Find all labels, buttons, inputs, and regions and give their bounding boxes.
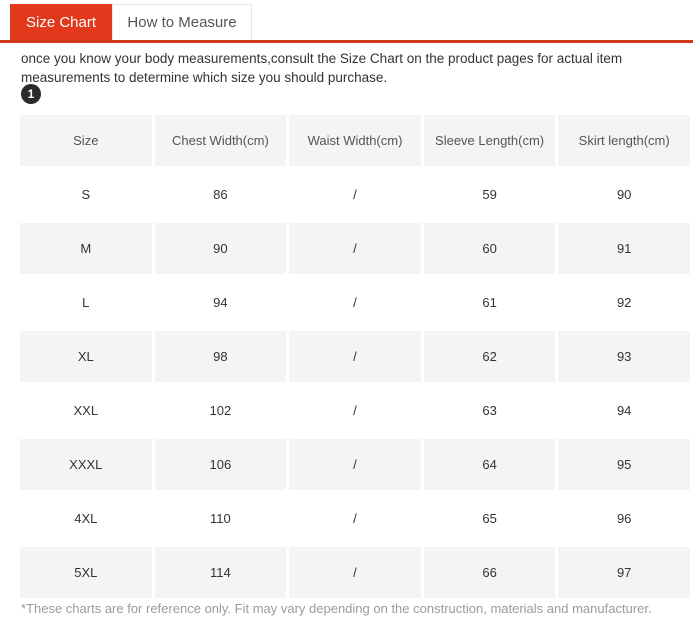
table-cell: /: [289, 331, 421, 382]
table-cell: /: [289, 385, 421, 436]
tabbar-underline: [0, 40, 693, 43]
table-cell: /: [289, 277, 421, 328]
table-cell: /: [289, 223, 421, 274]
table-cell: 62: [423, 331, 556, 382]
table-cell: 63: [423, 385, 556, 436]
table-cell: 66: [423, 547, 556, 598]
table-cell: /: [289, 169, 421, 220]
table-cell: 91: [558, 223, 690, 274]
disclaimer-text: *These charts are for reference only. Fi…: [21, 601, 652, 616]
table-header-cell: Waist Width(cm): [289, 115, 421, 166]
table-cell: 94: [558, 385, 690, 436]
table-cell: /: [289, 547, 421, 598]
table-cell: 5XL: [20, 547, 152, 598]
table-cell: 92: [558, 277, 690, 328]
table-cell: 90: [558, 169, 690, 220]
table-cell: 93: [558, 331, 690, 382]
tab-how-to-measure[interactable]: How to Measure: [112, 4, 252, 40]
table-cell: 86: [154, 169, 287, 220]
table-cell: 60: [423, 223, 556, 274]
table-cell: 61: [423, 277, 556, 328]
table-header-cell: Skirt length(cm): [558, 115, 690, 166]
table-cell: 114: [154, 547, 287, 598]
table-cell: 96: [558, 493, 690, 544]
table-cell: XXL: [20, 385, 152, 436]
table-cell: 97: [558, 547, 690, 598]
table-cell: XXXL: [20, 439, 152, 490]
size-table: Size Chest Width(cm) Waist Width(cm) Sleeve…: [20, 115, 690, 598]
table-cell: /: [289, 493, 421, 544]
table-cell: 64: [423, 439, 556, 490]
table-cell: /: [289, 439, 421, 490]
table-cell: 59: [423, 169, 556, 220]
table-cell: 4XL: [20, 493, 152, 544]
table-cell: 106: [154, 439, 287, 490]
table-cell: 65: [423, 493, 556, 544]
table-cell: 102: [154, 385, 287, 436]
table-cell: 95: [558, 439, 690, 490]
table-cell: L: [20, 277, 152, 328]
intro-text: once you know your body measurements,con…: [21, 51, 623, 85]
table-cell: XL: [20, 331, 152, 382]
table-cell: S: [20, 169, 152, 220]
table-cell: M: [20, 223, 152, 274]
tab-size-chart[interactable]: Size Chart: [10, 4, 112, 40]
table-cell: 90: [154, 223, 287, 274]
table-cell: 110: [154, 493, 287, 544]
table-header-cell: Size: [20, 115, 152, 166]
table-cell: 94: [154, 277, 287, 328]
table-cell: 98: [154, 331, 287, 382]
table-header-cell: Sleeve Length(cm): [423, 115, 556, 166]
table-header-cell: Chest Width(cm): [154, 115, 287, 166]
step-1-badge: 1: [21, 84, 41, 104]
